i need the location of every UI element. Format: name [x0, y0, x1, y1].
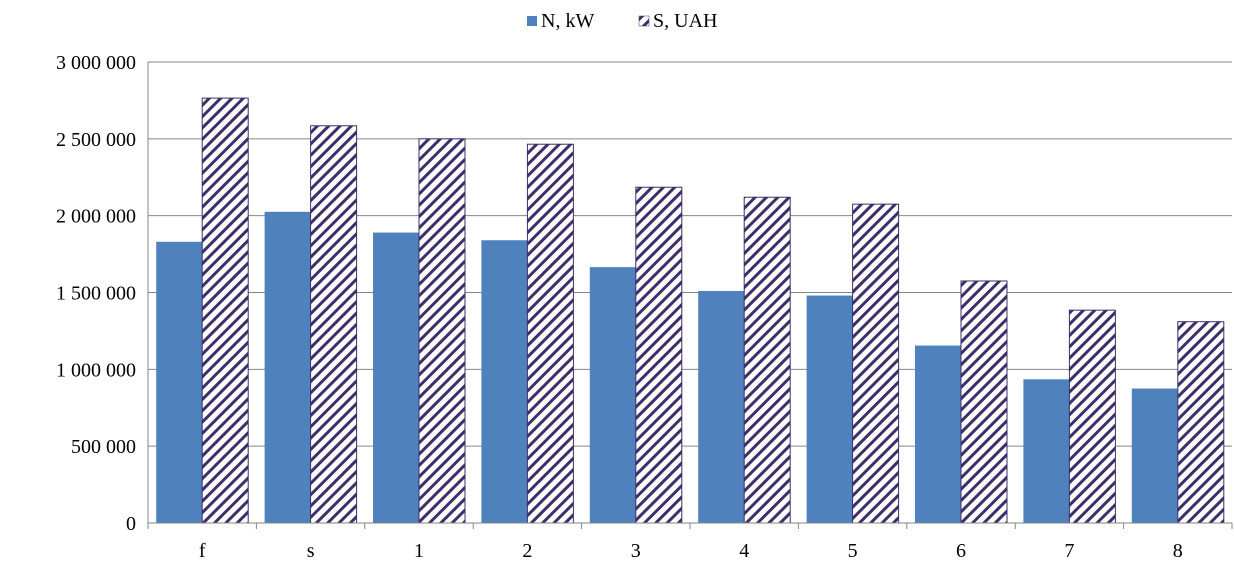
bar-s-uah — [526, 143, 574, 524]
bar-n-kw — [264, 211, 311, 523]
bar-s-uah — [1177, 321, 1225, 524]
bar-s-uah — [743, 196, 791, 524]
x-tick-label: 3 — [631, 540, 641, 562]
axes — [147, 62, 1233, 529]
x-tick-label: 7 — [1064, 540, 1074, 562]
y-tick-label: 0 — [126, 513, 136, 535]
x-tick-label: f — [199, 540, 206, 562]
y-tick-label: 2 000 000 — [56, 206, 136, 228]
x-tick-label: 1 — [414, 540, 424, 562]
bar-n-kw — [1023, 379, 1070, 523]
legend-swatch-n-kw — [527, 16, 537, 26]
chart-legend: N, kW S, UAH — [527, 10, 717, 32]
bar-s-uah — [310, 125, 358, 524]
bar-n-kw — [589, 267, 636, 523]
x-tick-label: 8 — [1173, 540, 1183, 562]
y-tick-label: 2 500 000 — [56, 129, 136, 151]
y-tick-label: 1 000 000 — [56, 359, 136, 381]
y-tick-label: 1 500 000 — [56, 283, 136, 305]
legend-label-s-uah: S, UAH — [653, 10, 717, 32]
x-tick-label: 4 — [739, 540, 749, 562]
bar-s-uah — [635, 186, 683, 524]
bar-n-kw — [1131, 388, 1178, 523]
legend-swatch-s-uah — [638, 15, 650, 27]
x-tick-label: 6 — [956, 540, 966, 562]
bar-n-kw — [481, 240, 528, 523]
bar-n-kw — [806, 295, 853, 523]
bar-n-kw — [915, 345, 961, 523]
y-axis-tick-labels: 0 500 000 1 000 000 1 500 000 2 000 000 2 500… — [56, 52, 136, 535]
y-tick-label: 3 000 000 — [56, 52, 136, 74]
x-axis-tick-labels: f s 1 2 3 4 5 6 7 8 — [199, 540, 1183, 562]
bar-s-uah — [960, 280, 1008, 524]
bar-s-uah — [418, 138, 466, 524]
bar-n-kw — [698, 290, 745, 523]
x-tick-label: s — [307, 540, 315, 562]
y-tick-label: 500 000 — [71, 436, 136, 458]
bar-n-kw — [373, 232, 419, 523]
x-tick-label: 5 — [848, 540, 858, 562]
legend-label-n-kw: N, kW — [541, 10, 594, 32]
bars — [156, 97, 1225, 524]
bar-s-uah — [1068, 309, 1116, 524]
bar-s-uah — [852, 203, 900, 524]
x-tick-label: 2 — [522, 540, 532, 562]
bar-n-kw — [156, 241, 203, 524]
bar-s-uah — [201, 97, 249, 524]
